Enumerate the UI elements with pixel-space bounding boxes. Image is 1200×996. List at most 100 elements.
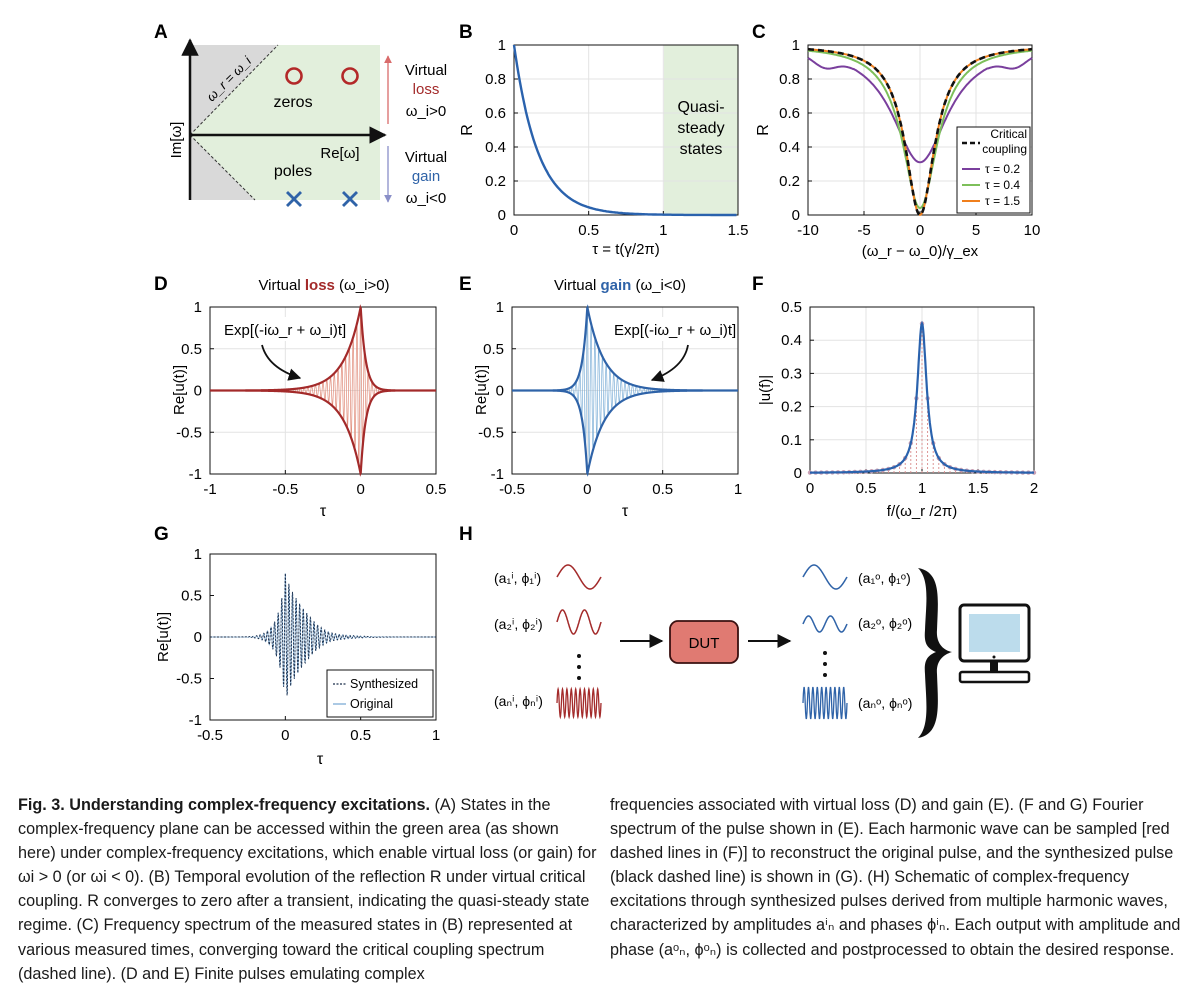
x-axis-label: τ (320, 503, 327, 520)
y-tick-label: 0 (194, 629, 202, 646)
output-wave-1 (802, 564, 848, 590)
x-tick-label: 1 (659, 222, 667, 239)
y-tick-label: 0.6 (485, 105, 506, 122)
caption-right-body: frequencies associated with virtual loss… (610, 796, 1181, 959)
y-tick-label: -0.5 (478, 424, 504, 441)
exp-annotation: Exp[(-iω_r + ω_i)t] (614, 322, 736, 339)
y-axis-label: |u(f)| (757, 375, 774, 405)
loss-word: loss (413, 81, 440, 98)
exp-annotation: Exp[(-iω_r + ω_i)t] (224, 322, 346, 339)
pulse-envelope (210, 304, 436, 477)
ellipsis-dot (577, 676, 581, 680)
ellipsis-dot (823, 651, 827, 655)
caption-left-body: (A) States in the complex-frequency plan… (18, 796, 597, 983)
panel-d: D Virtual loss (ω_i>0) -1 -0.5 0 0.5 -1 -0.5 0… (154, 274, 446, 520)
panel-h-letter: H (459, 524, 473, 545)
diag-line-upper (189, 44, 279, 136)
zero-marker (285, 67, 303, 85)
dut-label: DUT (689, 635, 720, 652)
y-tick-label: 0.5 (781, 299, 802, 316)
input-label: (a₁ⁱ, ϕ₁ⁱ) (494, 570, 541, 586)
x-tick-label: 0 (510, 222, 518, 239)
x-axis-label: (ω_r − ω_0)/γ_ex (862, 243, 979, 260)
x-tick-label: -0.5 (197, 727, 223, 744)
panel-b: B 0 0.5 1 1.5 0 0.2 0.4 0.6 0.8 1 Quasi- steady s… (459, 22, 748, 258)
y-tick-label: 1 (498, 37, 506, 54)
panel-e: E Virtual gain (ω_i<0) -0.5 0 0.5 1-1-0.500… (459, 274, 742, 520)
x-tick-label: 1.5 (728, 222, 749, 239)
caption-left-column: Fig. 3. Understanding complex-frequency … (18, 793, 598, 986)
panel-title: Virtual loss (ω_i>0) (258, 277, 389, 294)
input-label: (aₙⁱ, ϕₙⁱ) (494, 693, 543, 709)
x-tick-label: -0.5 (272, 481, 298, 498)
x-tick-label: 0 (583, 481, 591, 498)
region-label-line-2: steady (677, 120, 724, 137)
y-tick-label: 0 (496, 383, 504, 400)
y-axis-label: R (459, 124, 476, 136)
panel-f: F 0 0.5 1 1.5 2 0 0.1 0.2 0.3 0.4 0.5 |u(f)| f/(ω_… (752, 274, 1038, 520)
output-label: (a₁ᵒ, ϕ₁ᵒ) (858, 570, 911, 586)
im-axis-label: Im[ω] (168, 122, 185, 159)
reflection-curve (512, 44, 737, 217)
legend: Critical coupling τ = 0.2 τ = 0.4 τ = 1.… (956, 126, 1031, 214)
spectrum-curve (810, 320, 1034, 474)
x-tick-label: 10 (1024, 222, 1041, 239)
panel-h: H (a₁ⁱ, ϕ₁ⁱ) (a₂ⁱ, ϕ₂ⁱ) (aₙⁱ, ϕₙⁱ) DUT (… (459, 524, 1031, 738)
panel-a-letter: A (154, 22, 168, 43)
ellipsis-dot (577, 654, 581, 658)
dut-box (669, 620, 739, 664)
y-tick-label: 0.2 (781, 399, 802, 416)
zero-marker (341, 67, 359, 85)
y-tick-label: 0.5 (181, 341, 202, 358)
output-wave-n (802, 686, 848, 720)
y-axis-label: Re[u(t)] (473, 365, 490, 415)
spectrum-curve (807, 49, 1033, 210)
x-tick-label: 0.5 (350, 727, 371, 744)
y-tick-label: 0.3 (781, 365, 802, 382)
y-tick-label: -0.5 (176, 424, 202, 441)
x-tick-label: -5 (857, 222, 870, 239)
x-tick-label: 0 (806, 480, 814, 497)
panel-b-letter: B (459, 22, 473, 43)
computer-icon (958, 603, 1031, 684)
panel-g: G -0.5 0 0.5 1-1-0.500.51 Synthesized Origi… (154, 524, 440, 768)
x-axis-label: τ = t(γ/2π) (592, 241, 660, 258)
y-axis-label: Re[u(t)] (171, 365, 188, 415)
ellipsis-dot (823, 673, 827, 677)
legend-entry: Original (350, 697, 393, 711)
legend-entry: τ = 1.5 (985, 194, 1020, 208)
panel-c-letter: C (752, 22, 766, 43)
y-tick-label: 0.5 (181, 588, 202, 605)
y-tick-label: 1 (194, 546, 202, 563)
legend-entry: τ = 0.2 (985, 162, 1020, 176)
synthesized-pulse (210, 573, 436, 696)
panel-f-letter: F (752, 274, 764, 295)
panel-e-letter: E (459, 274, 472, 295)
y-tick-label: 0 (194, 383, 202, 400)
input-wave-1 (556, 564, 602, 590)
y-tick-label: 0.8 (485, 71, 506, 88)
gain-condition: ω_i<0 (406, 190, 447, 207)
x-tick-label: 5 (972, 222, 980, 239)
y-tick-label: 0 (792, 207, 800, 224)
annotation-arrow (261, 344, 302, 381)
plot-frame (513, 44, 739, 216)
x-tick-label: 0.5 (578, 222, 599, 239)
loss-virtual: Virtual (405, 62, 447, 79)
gain-virtual: Virtual (405, 149, 447, 166)
legend-entry: τ = 0.4 (985, 178, 1020, 192)
figure-3: A Im[ω] Re[ω] ω_r = ω_i zeros poles Virt… (154, 22, 1041, 768)
spectrum-curve (807, 48, 1033, 217)
collect-brace (918, 568, 952, 738)
legend-entry: Critical (990, 127, 1027, 141)
pole-marker (286, 191, 302, 207)
panel-title: Virtual gain (ω_i<0) (554, 277, 686, 294)
x-tick-label: 0 (356, 481, 364, 498)
panel-d-letter: D (154, 274, 168, 295)
pole-marker (342, 191, 358, 207)
ellipsis-dot (823, 662, 827, 666)
x-tick-label: -0.5 (499, 481, 525, 498)
y-tick-label: 0 (794, 465, 802, 482)
y-tick-label: 0 (498, 207, 506, 224)
x-tick-label: 2 (1030, 480, 1038, 497)
